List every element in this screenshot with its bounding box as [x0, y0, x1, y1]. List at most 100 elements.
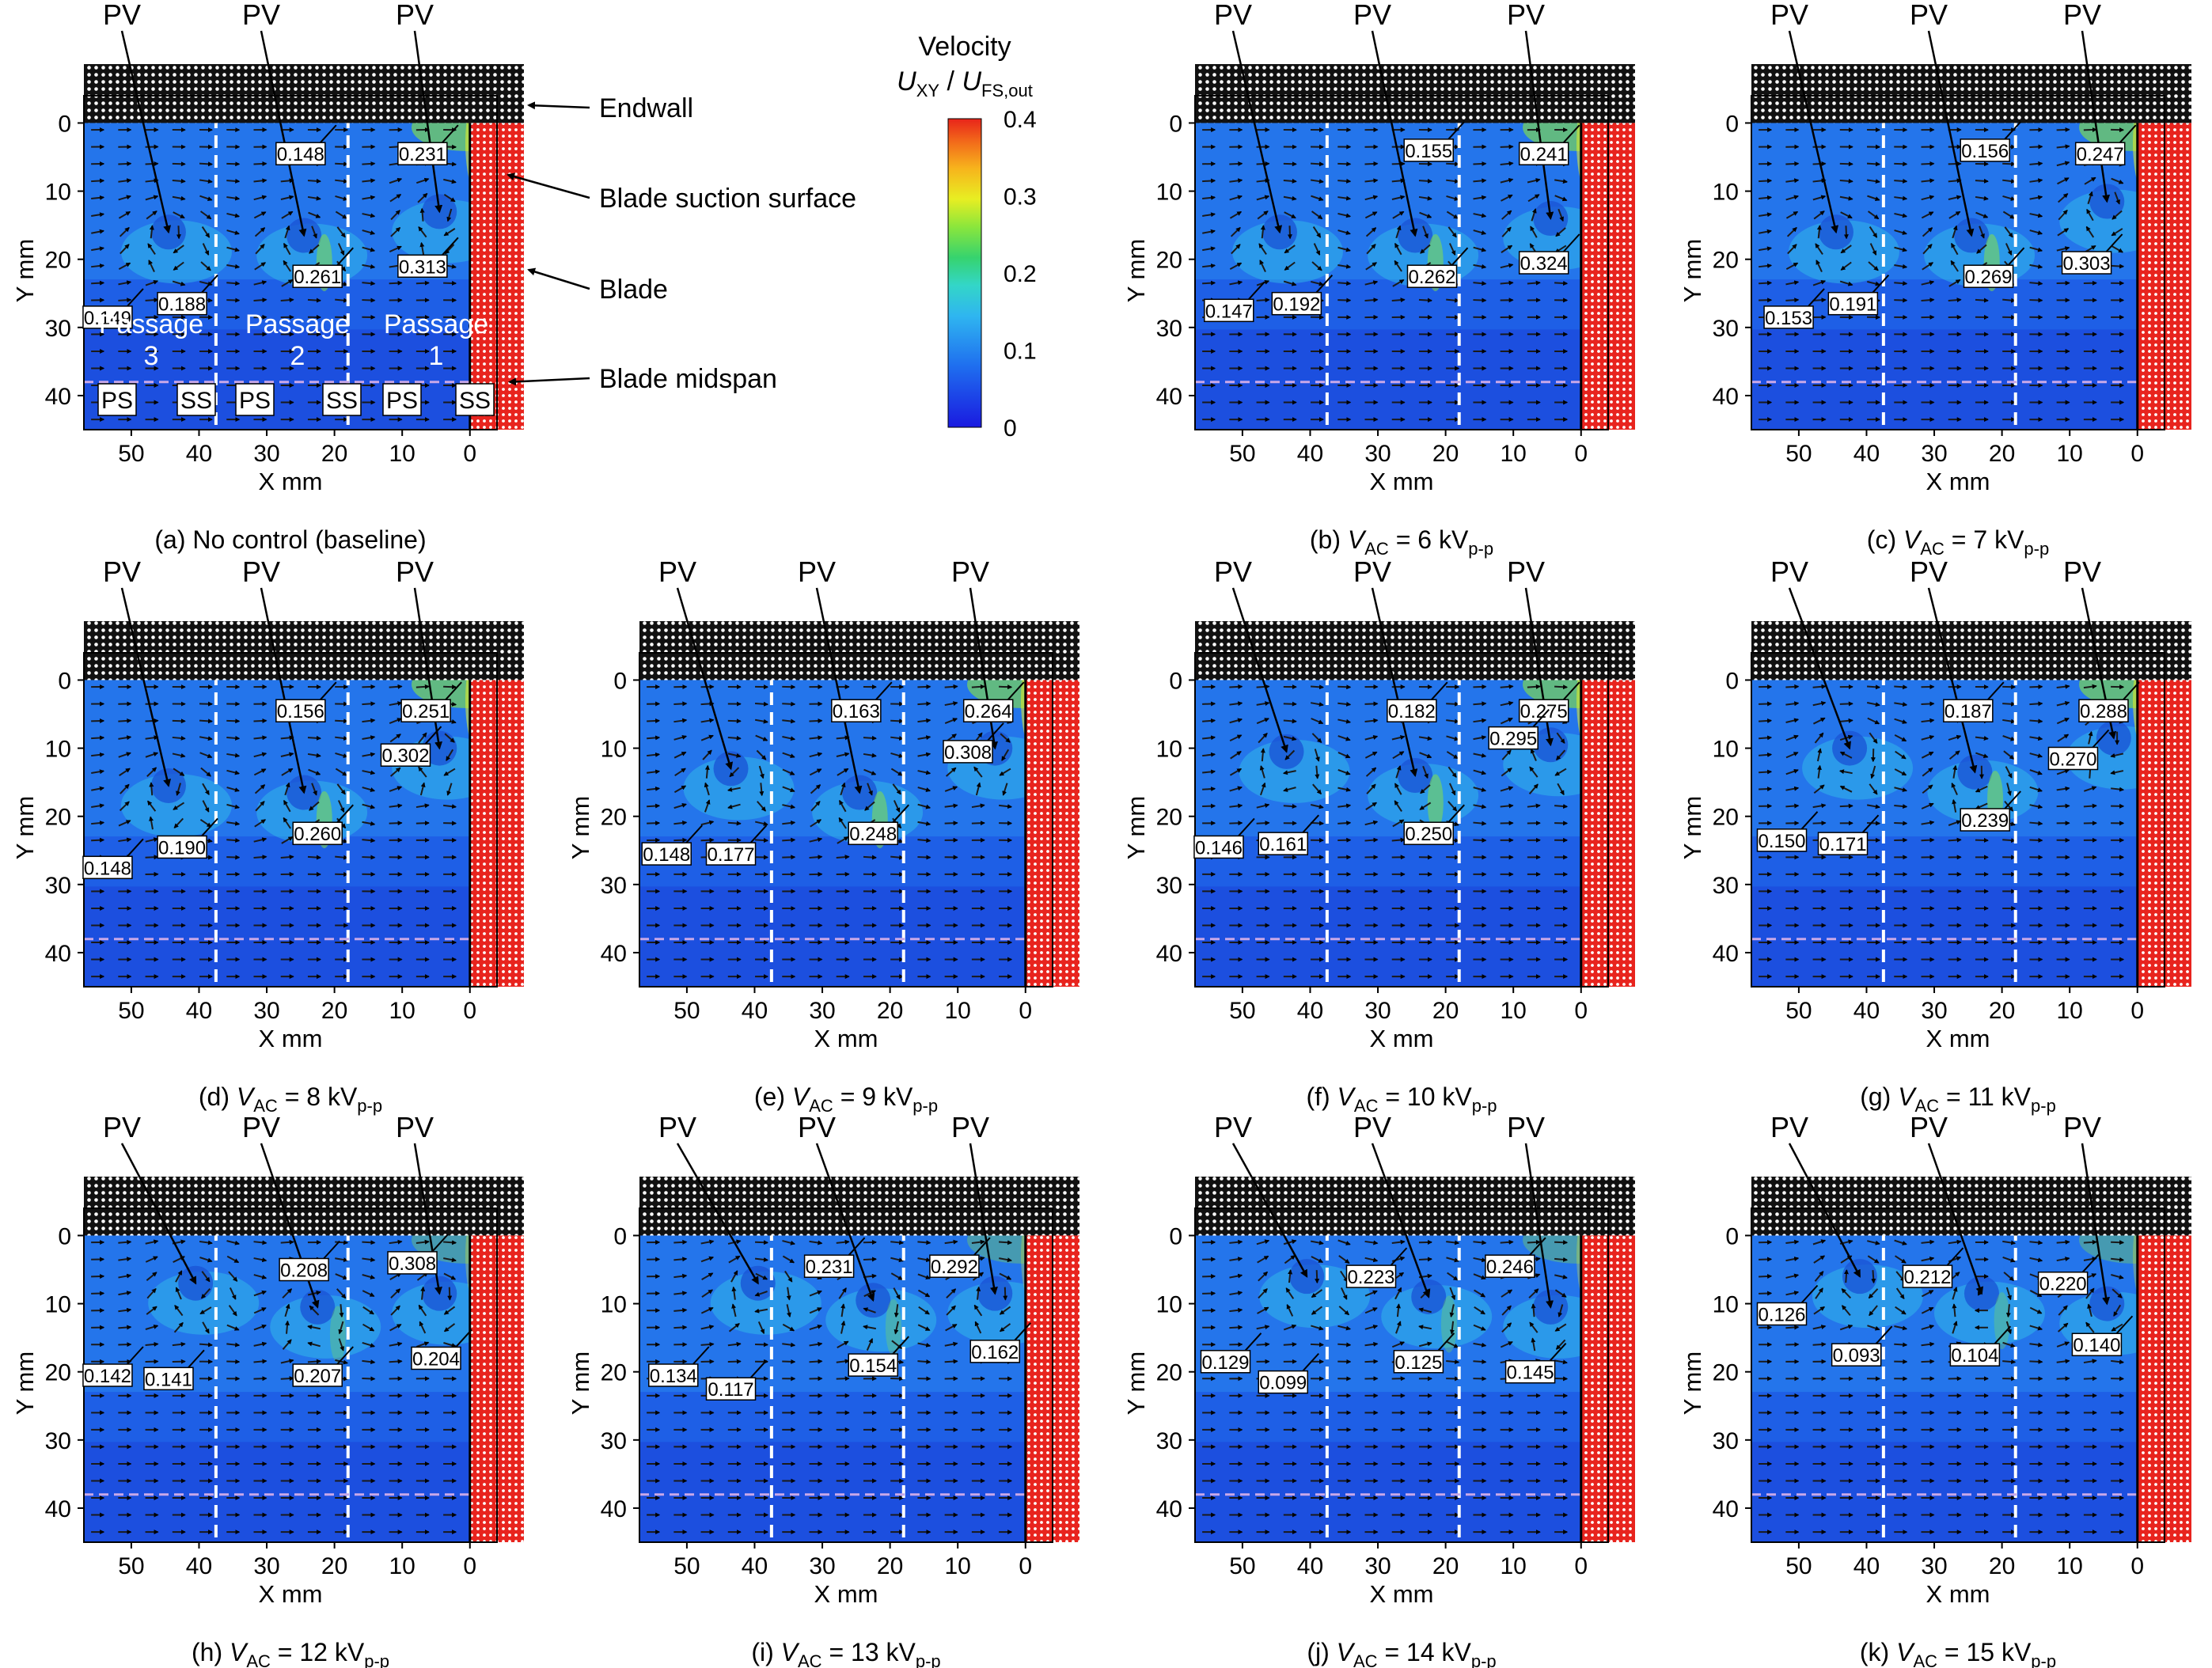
x-tick-label: 0	[463, 441, 476, 467]
vector-arrow	[226, 735, 241, 741]
field-lower-band	[1751, 329, 2165, 430]
vector-arrow	[1976, 244, 1987, 254]
vector-arrow	[389, 701, 403, 707]
value-label: 0.182	[1388, 701, 1436, 722]
value-label: 0.187	[1945, 701, 1992, 722]
vector-arrow	[1921, 195, 1935, 201]
vector-arrow	[280, 1239, 294, 1245]
pv-label: PV	[951, 1111, 989, 1143]
value-label: 0.220	[2039, 1274, 2087, 1295]
vector-arrow	[118, 195, 131, 201]
vector-arrow	[1202, 803, 1216, 809]
y-tick-label: 10	[1156, 180, 1182, 206]
x-tick-label: 10	[1501, 998, 1527, 1024]
vector-arrow	[1473, 701, 1487, 707]
value-label: 0.207	[294, 1366, 341, 1387]
vector-arrow	[1395, 225, 1402, 239]
vector-arrow	[443, 193, 456, 203]
vector-arrow	[118, 735, 132, 741]
x-axis-label: X mm	[814, 1580, 878, 1608]
vector-arrow	[1948, 279, 1961, 287]
y-tick-label: 0	[58, 1223, 71, 1249]
vector-arrow	[118, 210, 131, 219]
vector-arrow	[836, 1376, 850, 1382]
vector-arrow	[863, 1257, 877, 1262]
y-tick-label: 30	[1156, 873, 1182, 899]
side-box	[176, 383, 216, 416]
vector-arrow	[809, 718, 823, 723]
vector-arrow	[1337, 684, 1352, 690]
passage2-jet	[329, 1306, 346, 1363]
x-tick-label: 0	[1574, 441, 1588, 467]
y-tick-label: 40	[1156, 941, 1182, 967]
vector-arrow	[809, 1359, 823, 1364]
vector-arrow	[1787, 244, 1797, 255]
vector-arrow	[148, 260, 155, 272]
vector-arrow	[1894, 281, 1908, 286]
vector-arrow	[1500, 263, 1514, 269]
x-tick-label: 30	[809, 1553, 835, 1579]
vector-arrow	[999, 684, 1013, 690]
value-label: 0.190	[158, 837, 206, 859]
value-box	[1518, 142, 1569, 165]
vector-arrow	[253, 1376, 267, 1382]
value-label: 0.192	[1273, 294, 1320, 316]
vector-arrow	[1473, 1359, 1487, 1364]
vector-arrow	[1867, 195, 1880, 201]
vector-arrow	[1229, 178, 1243, 184]
vector-arrow	[700, 1342, 715, 1347]
panel-e: 50 40 30 20 10 0 X mm 0 10 20 30 40 Y mm PV PV PV 0.163 0…	[567, 555, 1079, 1116]
vector-arrow	[1759, 787, 1773, 792]
side-box	[455, 383, 495, 416]
panel-a: 50 40 30 20 10 0 X mm 0 10 20 30 40 Y mm PV PV PV 0.148 0…	[11, 0, 524, 554]
x-tick-label: 20	[877, 998, 903, 1024]
x-tick-label: 30	[1921, 1553, 1947, 1579]
vector-arrow	[1759, 263, 1773, 268]
x-tick-label: 20	[1432, 441, 1459, 467]
x-tick-label: 0	[2130, 441, 2144, 467]
pv-label: PV	[1214, 1111, 1252, 1143]
y-tick-label: 0	[1725, 1223, 1739, 1249]
y-tick-label: 20	[1156, 248, 1182, 274]
vector-arrow	[2029, 144, 2043, 150]
value-box	[275, 142, 326, 165]
x-tick-label: 20	[877, 1553, 903, 1579]
value-box	[292, 264, 343, 288]
vector-arrow	[1364, 280, 1379, 286]
y-tick-label: 0	[613, 668, 627, 694]
vector-arrow	[2029, 161, 2043, 166]
vector-arrow	[2029, 229, 2043, 235]
pv-label: PV	[1507, 0, 1545, 31]
endwall	[84, 64, 524, 123]
vector-arrow	[172, 735, 186, 741]
value-leader	[1248, 281, 1265, 300]
y-tick-label: 0	[58, 111, 71, 137]
x-tick-label: 30	[253, 998, 279, 1024]
vector-arrow	[1948, 298, 1962, 303]
vector-arrow	[1448, 243, 1456, 256]
vector-arrow	[1446, 179, 1460, 184]
value-leader	[2105, 233, 2123, 252]
x-tick-label: 50	[1785, 441, 1812, 467]
vector-arrow	[91, 280, 105, 286]
vector-arrow	[890, 1376, 905, 1382]
callout-label: Blade	[599, 275, 668, 305]
vector-arrow	[809, 855, 823, 860]
pv-label: PV	[1910, 1111, 1948, 1143]
value-label: 0.313	[399, 256, 446, 278]
vector-arrow	[1315, 1270, 1320, 1284]
value-label: 0.241	[1520, 144, 1568, 165]
y-tick-label: 30	[601, 873, 627, 899]
value-label: 0.162	[971, 1342, 1019, 1363]
vector-arrow	[1391, 195, 1406, 200]
vector-arrow	[307, 855, 321, 860]
vector-arrow	[1500, 1239, 1514, 1245]
value-label: 0.149	[84, 308, 131, 329]
value-label: 0.099	[1259, 1373, 1307, 1394]
x-tick-label: 40	[1297, 1553, 1323, 1579]
panel-caption: (c) VAC = 7 kVp-p	[1867, 525, 2049, 559]
vector-arrow	[145, 280, 159, 286]
vector-arrow	[118, 280, 132, 286]
vector-arrow	[1868, 261, 1879, 271]
